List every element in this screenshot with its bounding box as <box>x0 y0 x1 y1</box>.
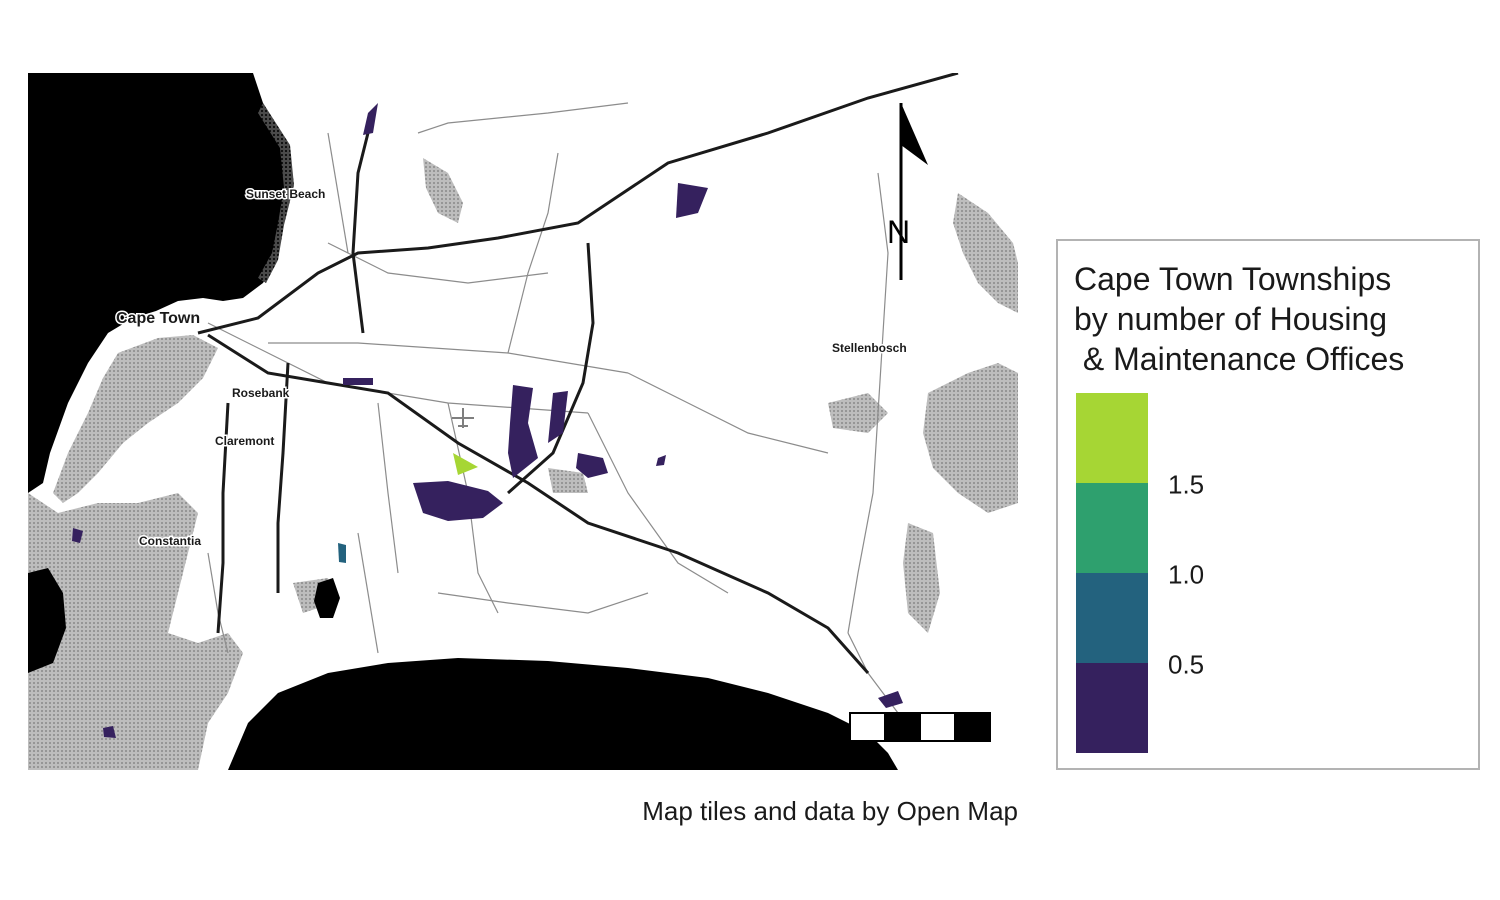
table-bay-water <box>28 73 293 493</box>
legend-tick-0-5: 0.5 <box>1168 649 1205 680</box>
coast-dots <box>258 103 294 283</box>
place-label-cape-town: Cape Town <box>116 310 200 327</box>
highways <box>197 73 959 674</box>
north-label: N <box>887 214 910 250</box>
township-c <box>413 481 503 521</box>
map-canvas[interactable]: Sunset Beach Cape Town Rosebank Claremon… <box>28 73 1018 770</box>
township-a <box>508 385 538 478</box>
peninsula-park <box>28 493 243 770</box>
park-2 <box>903 523 940 633</box>
township-h <box>72 528 83 543</box>
false-bay-water <box>228 658 898 770</box>
map-panel[interactable]: Sunset Beach Cape Town Rosebank Claremon… <box>28 73 1018 770</box>
place-label-stellenbosch: Stellenbosch <box>832 341 907 355</box>
township-i <box>878 691 903 708</box>
legend-swatch-lower <box>1076 573 1148 663</box>
mountain-park-ne <box>953 193 1018 313</box>
legend-swatch-bottom <box>1076 663 1148 753</box>
legend-title: Cape Town Townships by number of Housing… <box>1074 261 1405 377</box>
park-5 <box>828 393 888 433</box>
table-mountain-park <box>53 335 218 503</box>
stellenbosch-park <box>923 363 1018 513</box>
north-arrow: N <box>887 103 928 280</box>
legend: Cape Town Townships by number of Housing… <box>1056 239 1480 770</box>
place-label-sunset-beach: Sunset Beach <box>246 187 325 201</box>
township-d <box>453 453 478 475</box>
township-k <box>343 378 373 385</box>
legend-swatch-upper <box>1076 483 1148 573</box>
township-l <box>338 543 346 563</box>
reservoir-water <box>314 578 340 618</box>
townships <box>72 103 903 738</box>
legend-colorbar: 1.5 1.0 0.5 <box>1076 393 1204 753</box>
legend-tick-1-5: 1.5 <box>1168 469 1205 500</box>
place-label-constantia: Constantia <box>139 534 201 548</box>
township-g <box>363 103 378 135</box>
hout-bay-water <box>28 568 66 673</box>
township-m <box>656 455 666 466</box>
township-b <box>548 391 568 443</box>
park-3 <box>548 468 588 493</box>
place-label-rosebank: Rosebank <box>232 386 290 400</box>
place-label-claremont: Claremont <box>215 434 274 448</box>
scale-bar <box>849 712 991 742</box>
legend-tick-1-0: 1.0 <box>1168 559 1205 590</box>
township-e <box>576 453 608 478</box>
airplane-icon <box>452 408 474 428</box>
legend-swatch-top <box>1076 393 1148 483</box>
map-caption: Map tiles and data by Open Map <box>642 796 1018 826</box>
township-f <box>676 183 708 218</box>
township-j <box>103 726 116 738</box>
park-1 <box>423 158 463 223</box>
